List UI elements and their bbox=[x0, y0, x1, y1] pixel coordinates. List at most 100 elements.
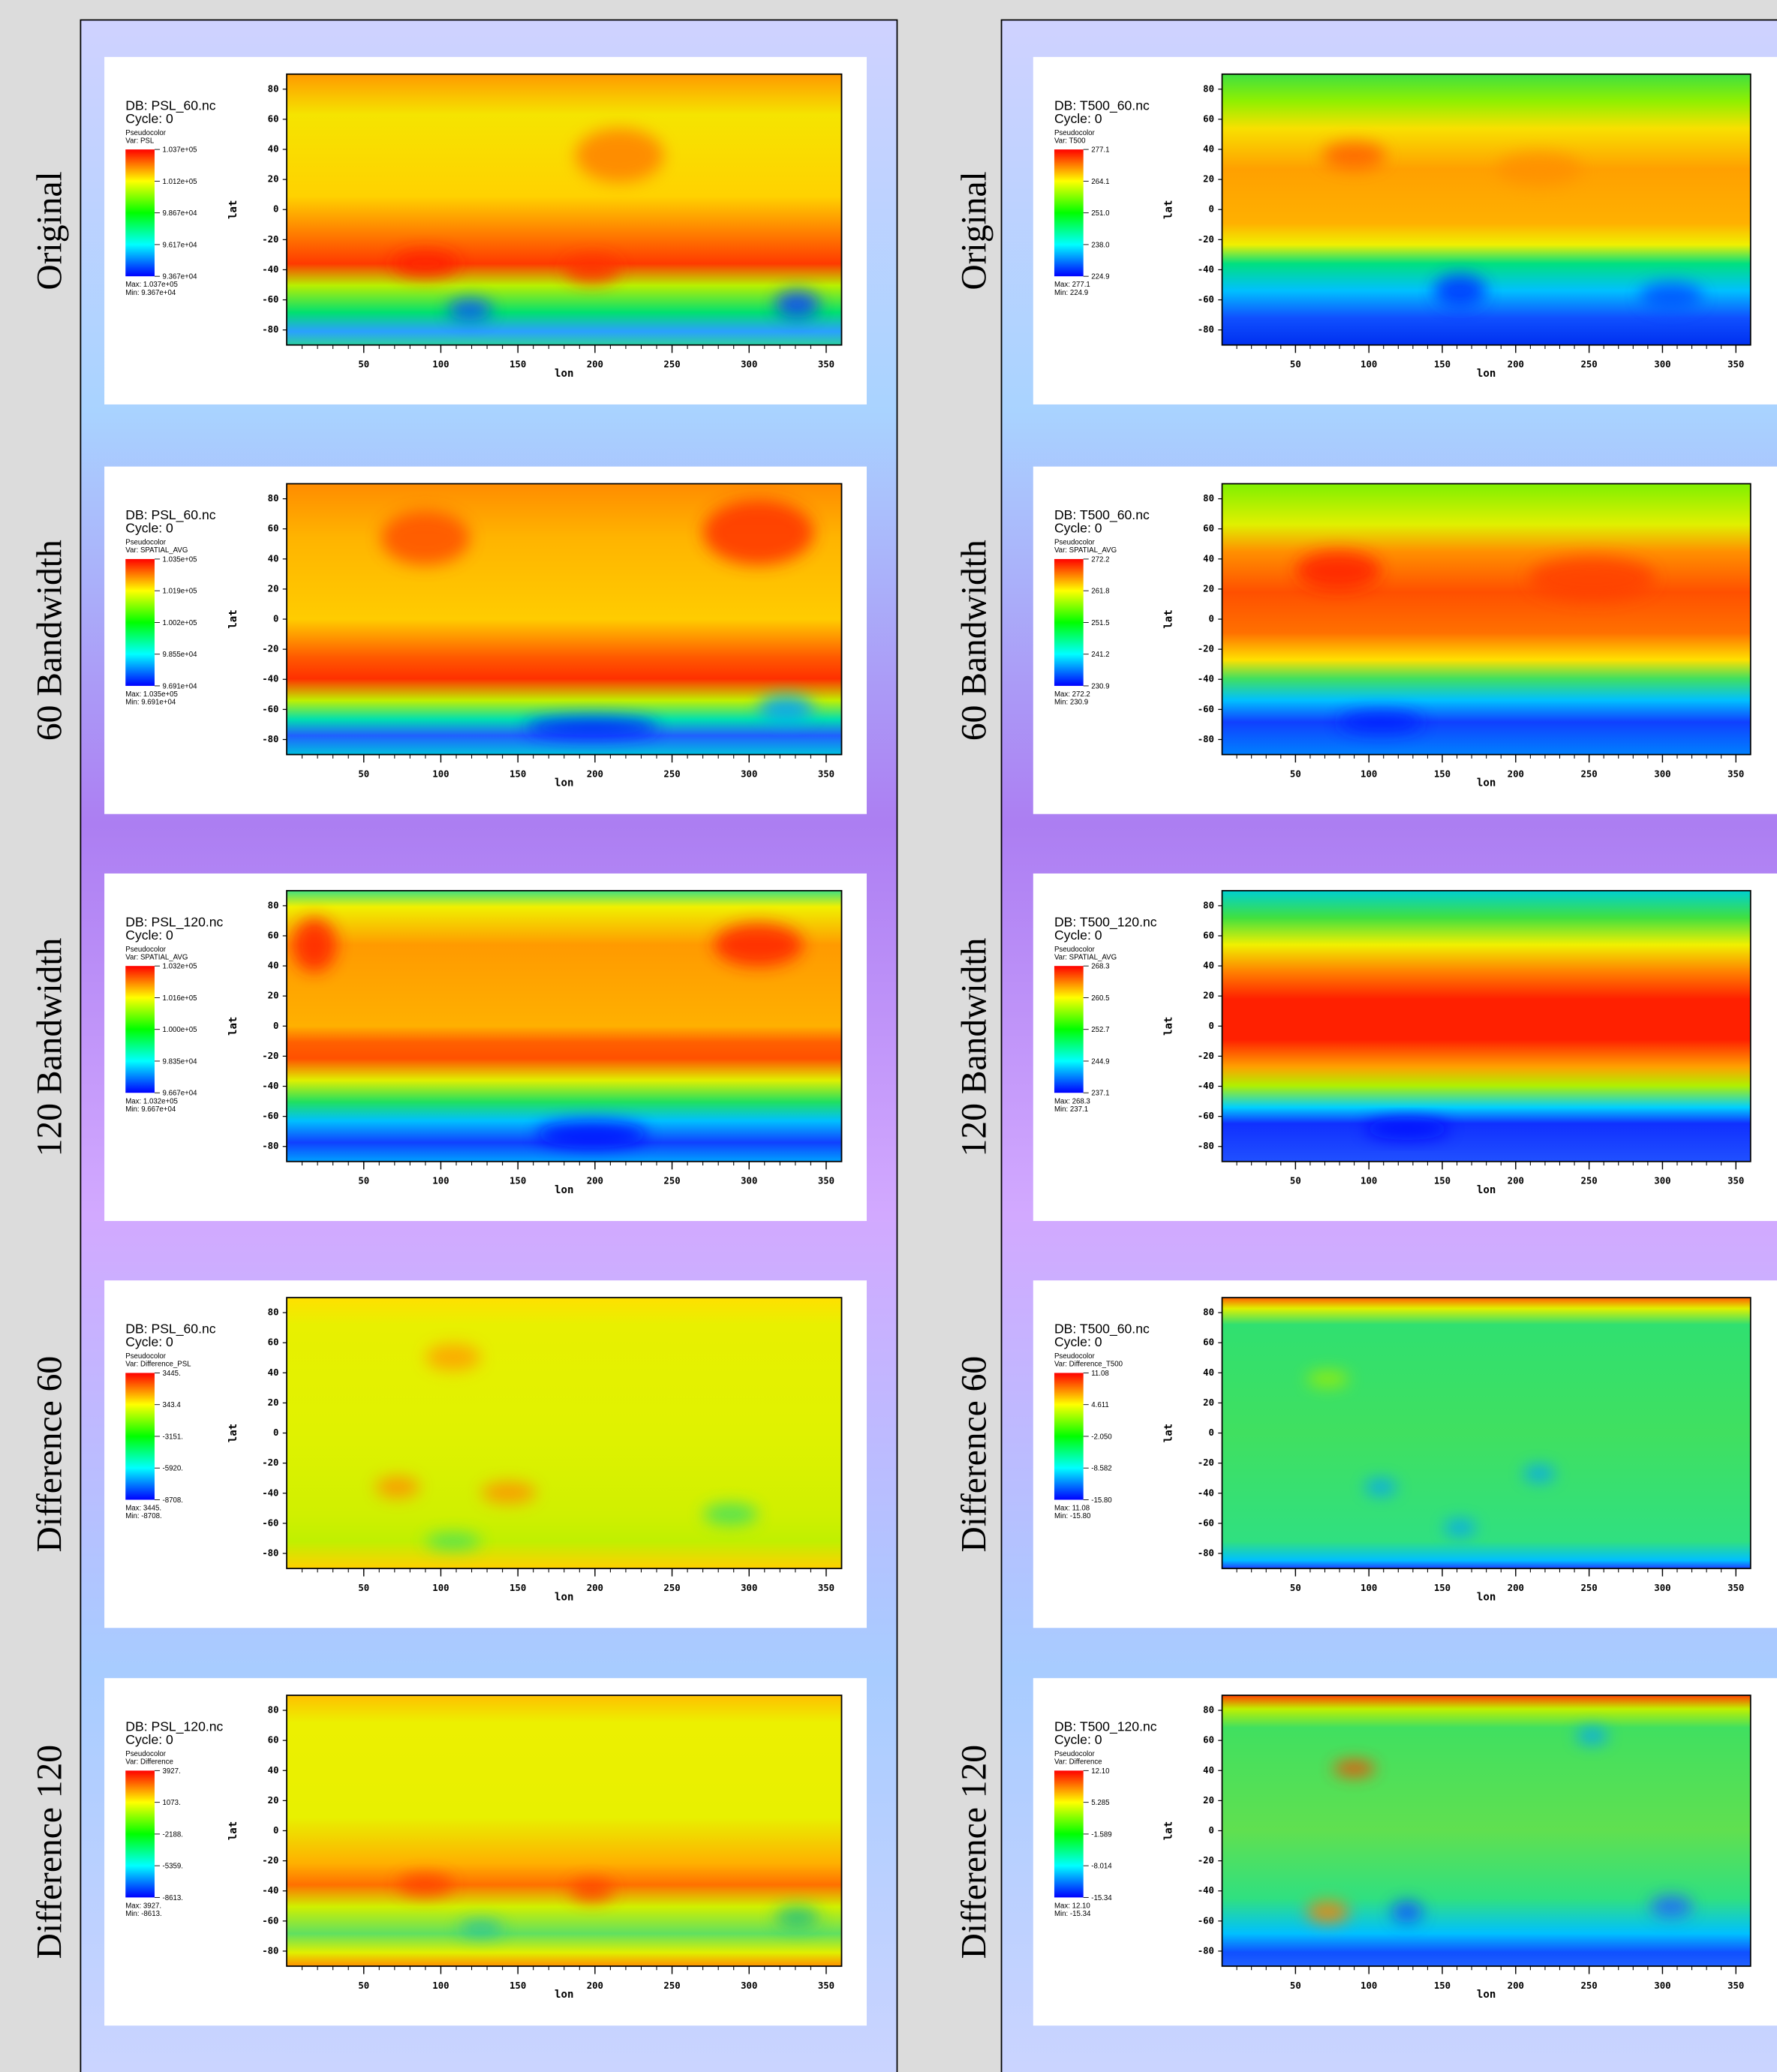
lat-tick-label: -40 bbox=[262, 1885, 278, 1896]
lat-tick-label: -20 bbox=[1198, 1051, 1214, 1061]
lon-tick-label: 350 bbox=[1727, 359, 1744, 370]
lon-tick-label: 300 bbox=[1654, 1583, 1670, 1593]
min-label: Min: -8708. bbox=[125, 1512, 161, 1520]
row-label: Original bbox=[30, 171, 69, 290]
lon-tick-label: 250 bbox=[1580, 768, 1597, 779]
heatmap-blob bbox=[1444, 1520, 1475, 1536]
var-label: Var: PSL bbox=[125, 137, 155, 145]
lat-tick-label: 80 bbox=[268, 900, 279, 910]
color-bar-label: 1.032e+05 bbox=[163, 963, 197, 971]
color-bar-label: 244.9 bbox=[1091, 1057, 1109, 1066]
lat-tick-label: 20 bbox=[1203, 1795, 1214, 1806]
heatmap-blob bbox=[775, 1907, 819, 1929]
lat-tick-label: 40 bbox=[1203, 144, 1214, 155]
lon-tick-label: 100 bbox=[432, 768, 449, 779]
min-label: Min: 230.9 bbox=[1054, 699, 1088, 707]
color-bar bbox=[125, 1373, 155, 1499]
row-label: Difference 60 bbox=[30, 1356, 69, 1553]
cycle-label: Cycle: 0 bbox=[1054, 1732, 1102, 1747]
lat-tick-label: -80 bbox=[262, 1945, 278, 1956]
heatmap-blob bbox=[1322, 142, 1386, 169]
heatmap-blob bbox=[381, 511, 470, 565]
color-bar-label: -15.34 bbox=[1091, 1894, 1112, 1902]
lon-tick-label: 250 bbox=[663, 1583, 680, 1593]
max-label: Max: 1.037e+05 bbox=[125, 281, 178, 289]
heatmap-blob bbox=[1497, 152, 1582, 185]
lon-axis-label: lon bbox=[1477, 1989, 1496, 2001]
heatmap bbox=[287, 1298, 841, 1568]
color-bar-label: 9.867e+04 bbox=[163, 209, 198, 218]
row-label: 60 Bandwidth bbox=[955, 540, 994, 741]
lat-tick-label: 0 bbox=[273, 1427, 278, 1438]
plot-label: Pseudocolor bbox=[125, 539, 167, 547]
lon-tick-label: 100 bbox=[1361, 359, 1377, 370]
color-bar bbox=[125, 966, 155, 1093]
min-label: Min: -15.80 bbox=[1054, 1512, 1090, 1520]
lon-tick-label: 50 bbox=[358, 359, 369, 370]
heatmap-blob bbox=[1391, 1901, 1423, 1923]
color-bar-label: -15.80 bbox=[1091, 1496, 1111, 1505]
heatmap-blob bbox=[525, 717, 658, 738]
max-label: Max: 277.1 bbox=[1054, 281, 1090, 289]
lat-axis-label: lat bbox=[227, 1821, 239, 1840]
lat-tick-label: 0 bbox=[1209, 204, 1214, 215]
color-bar-label: -5920. bbox=[163, 1465, 183, 1473]
lat-axis-label: lat bbox=[1163, 1017, 1175, 1036]
heatmap-blob bbox=[1306, 1901, 1349, 1923]
lon-tick-label: 250 bbox=[663, 768, 680, 779]
color-bar-label: 1.016e+05 bbox=[163, 994, 197, 1003]
lat-tick-label: 20 bbox=[268, 583, 279, 594]
plot-label: Pseudocolor bbox=[125, 946, 167, 954]
lon-tick-label: 350 bbox=[1727, 1583, 1744, 1593]
color-bar-label: 277.1 bbox=[1091, 146, 1109, 155]
color-bar-label: 224.9 bbox=[1091, 273, 1109, 281]
var-label: Var: Difference bbox=[125, 1758, 173, 1767]
color-bar bbox=[125, 1770, 155, 1897]
color-bar-label: 3927. bbox=[163, 1767, 181, 1776]
lon-tick-label: 150 bbox=[1434, 359, 1451, 370]
lat-tick-label: 60 bbox=[1203, 113, 1214, 124]
plot-label: Pseudocolor bbox=[1054, 539, 1096, 547]
figure: Original 60 Bandwidth 120 Bandwidth Differe… bbox=[0, 0, 1777, 2072]
panel: 806040200-20-40-60-805010015020025030035… bbox=[1033, 467, 1777, 814]
plot-label: Pseudocolor bbox=[125, 1750, 167, 1758]
lat-tick-label: 40 bbox=[268, 144, 279, 155]
lon-tick-label: 300 bbox=[1654, 768, 1670, 779]
color-bar-label: 343.4 bbox=[163, 1401, 182, 1409]
cycle-label: Cycle: 0 bbox=[1054, 521, 1102, 536]
min-label: Min: 9.367e+04 bbox=[125, 289, 176, 297]
lon-tick-label: 200 bbox=[1508, 1980, 1524, 1991]
lon-tick-label: 350 bbox=[818, 768, 834, 779]
lat-tick-label: 0 bbox=[273, 204, 278, 215]
heatmap-blob bbox=[537, 1121, 648, 1148]
lat-tick-label: -40 bbox=[1198, 674, 1214, 684]
color-bar-label: 252.7 bbox=[1091, 1026, 1109, 1034]
color-bar-label: 9.667e+04 bbox=[163, 1090, 198, 1098]
lat-tick-label: 20 bbox=[1203, 583, 1214, 594]
lon-tick-label: 350 bbox=[1727, 768, 1744, 779]
heatmap-blob bbox=[1576, 1728, 1607, 1744]
lat-tick-label: 60 bbox=[1203, 930, 1214, 940]
row-label: Difference 120 bbox=[955, 1745, 994, 1959]
max-label: Max: 268.3 bbox=[1054, 1097, 1090, 1105]
color-bar-label: 1.037e+05 bbox=[163, 146, 197, 155]
heatmap-blob bbox=[759, 695, 814, 722]
lat-tick-label: 40 bbox=[1203, 553, 1214, 564]
color-bar-label: -3151. bbox=[163, 1433, 183, 1441]
plot-label: Pseudocolor bbox=[125, 129, 167, 137]
lat-tick-label: -60 bbox=[262, 294, 278, 305]
color-bar-label: 3445. bbox=[163, 1370, 181, 1378]
row-label: 120 Bandwidth bbox=[30, 937, 69, 1156]
lat-tick-label: 80 bbox=[1203, 900, 1214, 910]
lat-tick-label: 60 bbox=[1203, 1735, 1214, 1746]
plot-label: Pseudocolor bbox=[1054, 1750, 1096, 1758]
color-bar bbox=[125, 149, 155, 276]
lat-tick-label: 20 bbox=[1203, 174, 1214, 185]
color-bar-label: 4.611 bbox=[1091, 1401, 1109, 1409]
lon-tick-label: 250 bbox=[663, 1980, 680, 1991]
color-bar-label: 251.5 bbox=[1091, 619, 1109, 627]
lon-axis-label: lon bbox=[1477, 1591, 1496, 1603]
lat-tick-label: -40 bbox=[262, 674, 278, 684]
heatmap-blob bbox=[375, 1476, 419, 1498]
lon-tick-label: 300 bbox=[741, 359, 757, 370]
